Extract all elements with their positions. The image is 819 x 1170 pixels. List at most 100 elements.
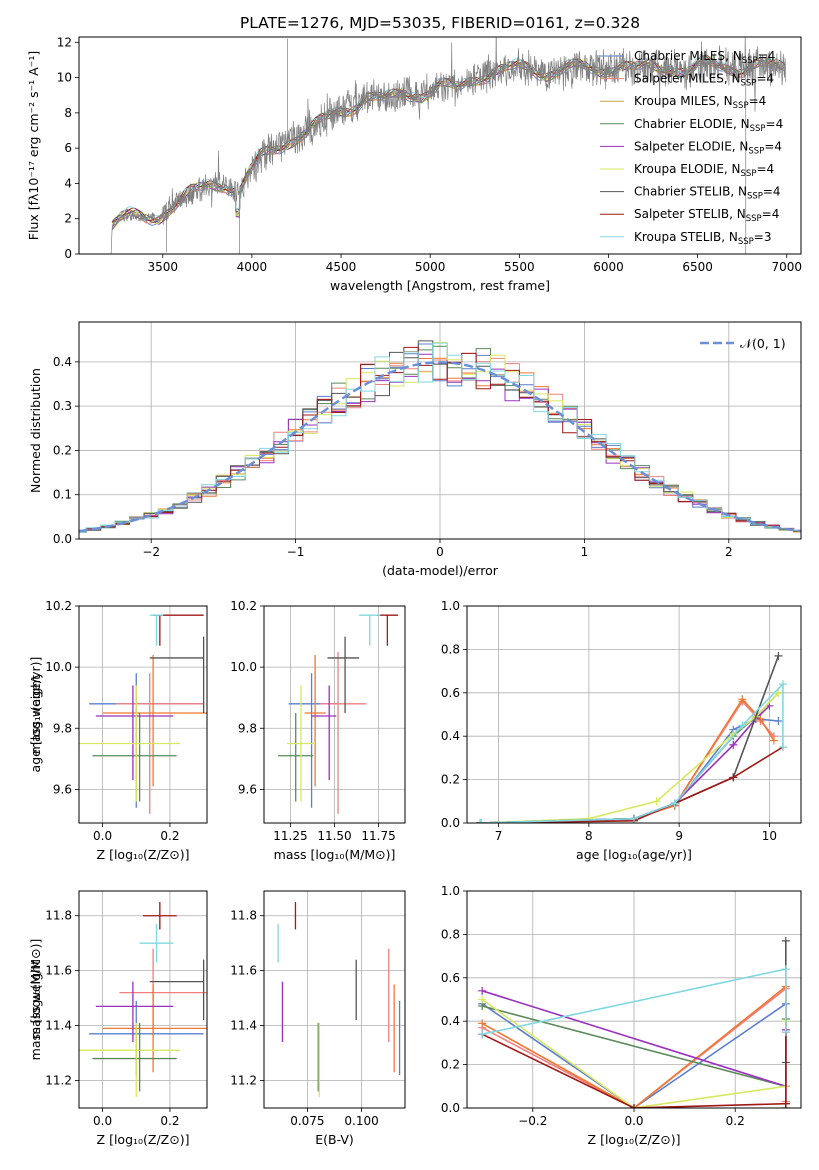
legend-label: Chabrier ELODIE, NSSP=4 — [634, 117, 783, 134]
plus-marker — [781, 1028, 790, 1037]
y-tick-label: 11.8 — [230, 909, 257, 923]
y-tick-label: 4 — [64, 176, 72, 190]
x-axis-label: mass [log₁₀(M/M⊙)] — [274, 847, 396, 862]
y-tick-label: 0.6 — [441, 971, 460, 985]
y-tick-label: 0.3 — [53, 399, 72, 413]
panel-2: −2 −1 0 1 2 0.0 0.1 0.2 0.3 0.4 (data-model)/error… — [28, 321, 802, 578]
legend-label-main: Kroupa MILES, N — [634, 94, 733, 108]
x-tick-label: 0.0 — [93, 829, 112, 843]
plus-marker — [781, 936, 790, 945]
legend-label: 𝒩(0, 1) — [740, 336, 786, 351]
mass-weight-line — [480, 692, 779, 823]
plus-marker — [769, 736, 778, 745]
x-tick-label: 6000 — [593, 260, 624, 274]
plus-marker — [630, 814, 638, 823]
plus-marker — [738, 721, 747, 730]
legend-label-suffix: =3 — [754, 230, 772, 244]
legend-label-main: Kroupa STELIB, N — [634, 230, 738, 244]
x-axis-label: (data-model)/error — [382, 563, 499, 578]
plot-area — [110, 37, 787, 254]
legend-label: Salpeter MILES, NSSP=4 — [634, 72, 774, 89]
panel-8: −0.2 0.0 0.2 0.0 0.2 0.4 0.6 0.8 1.0 Z [log₁₀(Z/Z… — [28, 884, 802, 1147]
y-tick-label: 0.0 — [441, 816, 460, 830]
legend-label-suffix: =4 — [756, 162, 774, 176]
plus-marker — [778, 680, 787, 689]
x-tick-label: −0.2 — [518, 1114, 547, 1128]
legend-label-main: Salpeter MILES, N — [634, 72, 741, 86]
panel-3: 0.0 0.2 9.6 9.8 10.0 10.2 Z [log₁₀(Z/Z⊙)] age [… — [28, 599, 208, 862]
y-tick-label: 9.6 — [238, 782, 257, 796]
x-tick-label: −2 — [142, 545, 160, 559]
legend-label-main: Chabrier ELODIE, N — [634, 117, 750, 131]
y-tick-label: 10.0 — [230, 660, 257, 674]
x-tick-label: 11.50 — [317, 829, 351, 843]
normal-curve — [79, 361, 801, 533]
y-tick-label: 0.4 — [441, 729, 460, 743]
y-tick-label: 11.2 — [230, 1074, 257, 1088]
x-tick-label: 0.0 — [624, 1114, 643, 1128]
legend-label: Kroupa MILES, NSSP=4 — [634, 94, 766, 111]
x-tick-label: −1 — [287, 545, 305, 559]
panel-1: 3500 4000 4500 5000 5500 6000 6500 7000 0 2 4 6 8 10 1… — [26, 35, 802, 293]
y-tick-label: 12 — [57, 35, 72, 49]
plot-area — [277, 901, 401, 1098]
plus-marker — [670, 799, 679, 808]
x-tick-label: 8 — [585, 829, 593, 843]
legend-label-sub: SSP — [747, 192, 763, 202]
mass-weight-line — [481, 1032, 787, 1108]
histogram-kroupa_elodie — [79, 341, 801, 533]
axes-frame — [78, 605, 208, 824]
y-tick-label: 0.0 — [441, 1101, 460, 1115]
panel-7: 0.075 0.100 11.2 11.4 11.6 11.8 E(B-V) — [230, 890, 406, 1147]
legend-label-main: Salpeter STELIB, N — [634, 207, 746, 221]
plus-marker — [729, 773, 738, 782]
legend-label-main: Kroupa ELODIE, N — [634, 162, 741, 176]
panel-4: 11.25 11.50 11.75 9.6 9.8 10.0 10.2 mass [log₁₀… — [230, 599, 406, 862]
legend-label-suffix: =4 — [762, 207, 780, 221]
x-tick-label: 0.075 — [290, 1114, 324, 1128]
plot-area — [278, 614, 398, 814]
y-tick-label: 1.0 — [441, 599, 460, 613]
plus-marker — [781, 1099, 790, 1108]
x-axis-label: wavelength [Angstrom, rest frame] — [330, 278, 550, 293]
x-axis-label: Z [log₁₀(Z/Z⊙)] — [588, 1132, 681, 1147]
y-tick-label: 0.6 — [441, 686, 460, 700]
y-tick-label: 0.2 — [441, 773, 460, 787]
y-tick-label: 0.2 — [53, 443, 72, 457]
observed-spectrum — [110, 37, 787, 254]
mass-weight-line — [480, 697, 775, 823]
plot-area — [476, 651, 787, 823]
legend-label-suffix: =4 — [749, 94, 767, 108]
x-tick-label: 11.25 — [273, 829, 307, 843]
y-tick-label: 9.8 — [238, 721, 257, 735]
y-tick-label: 0.0 — [53, 532, 72, 546]
plus-marker — [630, 1104, 638, 1108]
y-tick-label: 0.4 — [441, 1014, 460, 1028]
y-tick-label: 10 — [57, 71, 72, 85]
x-tick-label: 0.100 — [344, 1114, 378, 1128]
x-tick-label: 0.0 — [93, 1114, 112, 1128]
x-tick-label: 9 — [675, 829, 683, 843]
plot-area — [478, 936, 790, 1108]
axes-frame — [466, 605, 802, 824]
plus-marker — [478, 1019, 487, 1028]
axes-frame — [78, 890, 208, 1109]
x-tick-label: 0.2 — [160, 1114, 179, 1128]
y-tick-label: 0.4 — [53, 355, 72, 369]
y-tick-label: 8 — [64, 106, 72, 120]
legend-label-sub: SSP — [738, 237, 754, 247]
x-axis-label: Z [log₁₀(Z/Z⊙)] — [97, 1132, 190, 1147]
plus-marker — [738, 695, 747, 704]
y-tick-label: 10.2 — [45, 599, 72, 613]
legend-label-main: Salpeter ELODIE, N — [634, 139, 748, 153]
legend-label-suffix: =4 — [756, 72, 774, 86]
legend-label-main: Chabrier STELIB, N — [634, 185, 747, 199]
y-tick-label: 11.6 — [230, 964, 257, 978]
plus-marker — [774, 651, 783, 660]
mass-weight-line — [480, 746, 784, 823]
y-tick-label: 11.4 — [230, 1019, 257, 1033]
plot-area — [79, 340, 801, 533]
y-axis-label: age [log₁₀(age/yr)] — [28, 657, 43, 773]
